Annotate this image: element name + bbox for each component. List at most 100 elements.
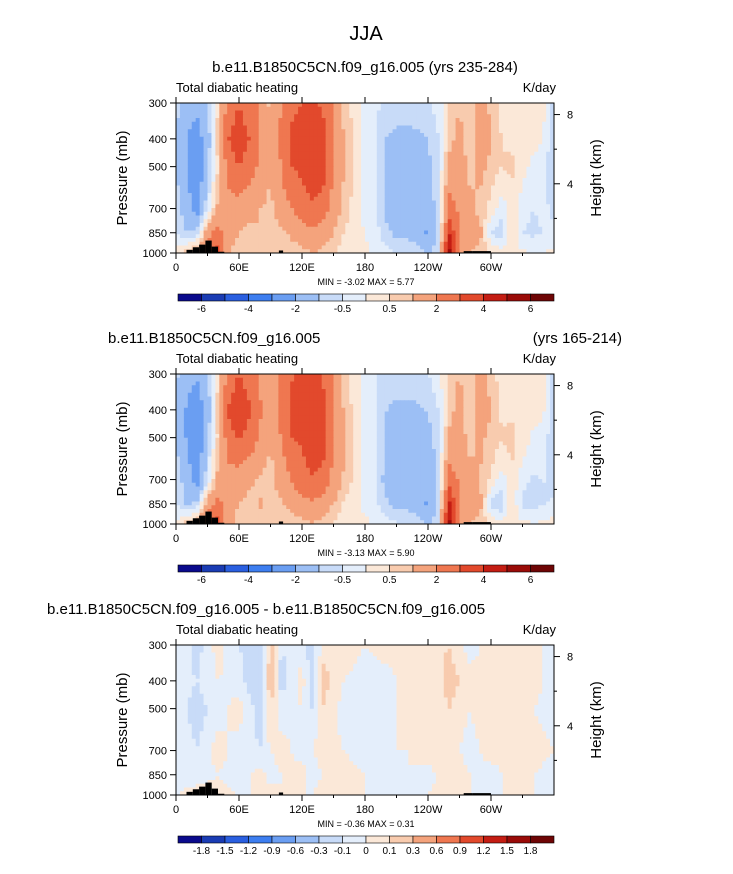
panel-1-cell xyxy=(431,106,437,111)
panel-1-cell xyxy=(361,196,366,201)
panel-2-cell xyxy=(510,396,516,401)
panel-1-cell xyxy=(522,185,527,190)
panel-1-cell xyxy=(361,125,366,130)
panel-1-cell xyxy=(321,181,327,186)
panel-1-cell xyxy=(368,155,374,160)
panel-1-cell xyxy=(195,181,201,186)
panel-1-cell xyxy=(309,181,315,186)
panel-1-cell xyxy=(396,129,401,134)
panel-1-cell xyxy=(309,204,315,209)
panel-1-cell xyxy=(439,178,445,183)
panel-1-cell xyxy=(278,103,283,108)
panel-1-cell xyxy=(179,189,185,194)
panel-1-cell xyxy=(305,204,311,209)
panel-1-cell xyxy=(187,125,193,130)
panel-1-cell xyxy=(400,223,405,228)
panel-1-cell xyxy=(451,170,457,175)
panel-1-cell xyxy=(179,114,185,119)
panel-3-title: b.e11.B1850C5CN.f09_g16.005 - b.e11.B185… xyxy=(47,601,485,618)
panel-2-cell xyxy=(215,389,220,394)
panel-1-cell xyxy=(384,118,390,123)
panel-1-cell xyxy=(475,118,480,123)
panel-2-cell xyxy=(550,400,554,405)
panel-1-cell xyxy=(254,223,260,228)
panel-1-cell xyxy=(404,163,409,168)
panel-1-cell xyxy=(479,166,484,171)
panel-1-cell xyxy=(447,204,453,209)
panel-2-cell xyxy=(431,381,437,386)
panel-1-cell xyxy=(467,118,472,123)
panel-1-cell xyxy=(455,148,460,153)
panel-2-cell xyxy=(223,374,228,379)
panel-1-cell xyxy=(317,219,323,224)
panel-2-cell xyxy=(526,374,531,379)
panel-1-cell xyxy=(282,208,287,213)
panel-1-cell xyxy=(235,148,240,153)
panel-1-cell xyxy=(498,144,504,149)
panel-1-cell xyxy=(550,174,554,179)
panel-2-cell xyxy=(424,400,429,405)
panel-1-cell xyxy=(199,121,205,126)
panel-1-cell xyxy=(530,223,535,228)
panel-2-cell xyxy=(203,400,208,405)
panel-1-cell xyxy=(494,178,500,183)
panel-1-cell xyxy=(368,170,374,175)
panel-1-cell xyxy=(463,185,468,190)
panel-1-cell xyxy=(546,245,551,250)
panel-1-cell xyxy=(514,208,520,213)
panel-1-cell xyxy=(392,234,397,239)
panel-1-cell xyxy=(321,159,327,164)
panel-1-cell xyxy=(353,178,358,183)
panel-1-cell xyxy=(510,103,516,108)
panel-1-cell xyxy=(467,238,472,243)
panel-1-cell xyxy=(258,249,264,253)
panel-1-cell xyxy=(329,185,334,190)
panel-1-cell xyxy=(376,241,382,246)
panel-2-cell xyxy=(179,381,185,386)
panel-1-cell xyxy=(176,178,181,183)
panel-1-cell xyxy=(447,144,453,149)
panel-1-cell xyxy=(459,211,464,216)
panel-1-cell xyxy=(262,125,268,130)
panel-1-cell xyxy=(286,196,291,201)
panel-1-cell xyxy=(239,103,244,108)
panel-2-cell xyxy=(538,396,543,401)
panel-2-cell xyxy=(211,396,216,401)
panel-1-cell xyxy=(380,163,386,168)
panel-1-cell xyxy=(254,133,260,138)
panel-1-cell xyxy=(176,125,181,130)
panel-2-cell xyxy=(428,381,433,386)
panel-1-cell xyxy=(487,208,492,213)
panel-1-cell xyxy=(187,170,193,175)
panel-1-cell xyxy=(388,204,394,209)
panel-1-cell xyxy=(199,181,205,186)
panel-1-cell xyxy=(542,125,547,130)
panel-1-cell xyxy=(258,185,264,190)
panel-1-cell xyxy=(223,121,228,126)
panel-2-cell xyxy=(223,411,228,416)
panel-2-cell xyxy=(183,404,189,409)
panel-1-cell xyxy=(361,136,366,141)
panel-2-cell xyxy=(337,404,342,409)
panel-1-cell xyxy=(522,129,527,134)
panel-1-cell xyxy=(518,185,523,190)
panel-1-cell xyxy=(298,249,303,253)
panel-1-cell xyxy=(546,151,551,156)
panel-2-cell xyxy=(254,407,260,412)
panel-1-cell xyxy=(274,226,279,231)
panel-1-cell xyxy=(302,200,307,205)
panel-2-cell xyxy=(270,381,275,386)
panel-1-cell xyxy=(349,204,354,209)
panel-2-cell xyxy=(219,385,224,390)
panel-1-cell xyxy=(317,178,323,183)
panel-1-cell xyxy=(211,148,216,153)
panel-1-cell xyxy=(459,185,464,190)
panel-2-ylabel: Pressure (mb) xyxy=(114,401,131,496)
panel-1-cell xyxy=(270,181,275,186)
panel-1-cell xyxy=(412,114,417,119)
panel-1-cell xyxy=(239,219,244,224)
panel-1-cell xyxy=(294,215,299,220)
panel-2-cell xyxy=(176,404,181,409)
panel-1-cell xyxy=(542,185,547,190)
panel-1-cell xyxy=(514,215,520,220)
